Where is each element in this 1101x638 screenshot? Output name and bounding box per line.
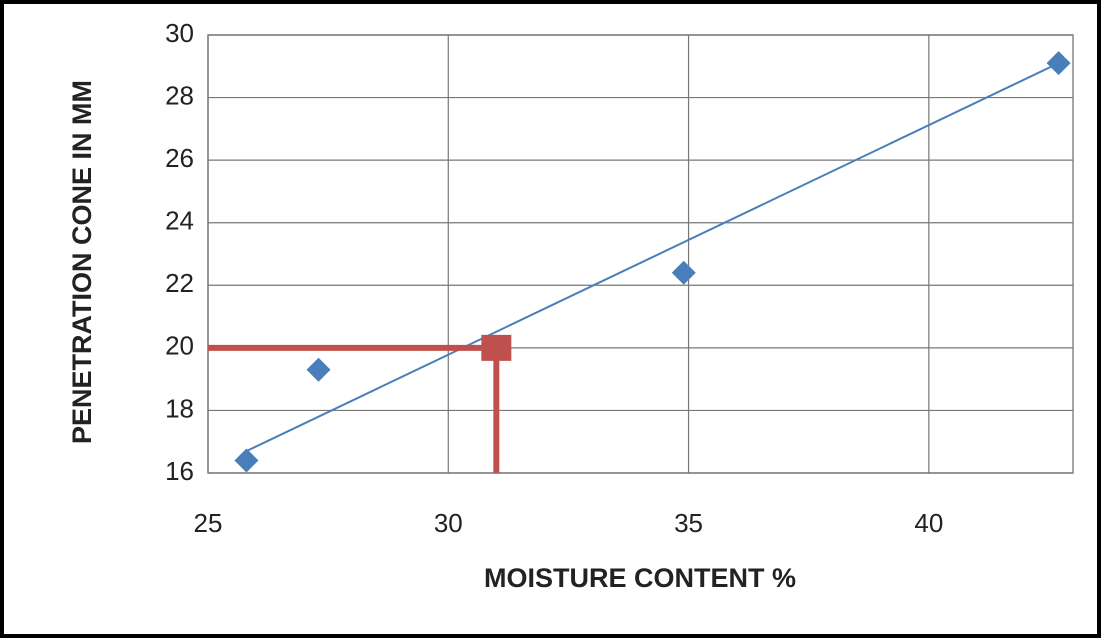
trendline [246, 62, 1060, 453]
data-point [1046, 51, 1071, 76]
y-tick-label: 20 [165, 331, 194, 361]
y-tick-label: 22 [165, 268, 194, 298]
marker-point [481, 334, 512, 361]
x-tick-label: 40 [914, 508, 943, 538]
x-tick-label: 25 [194, 508, 223, 538]
y-tick-label: 28 [165, 80, 194, 110]
y-tick-label: 18 [165, 393, 194, 423]
y-tick-label: 30 [165, 18, 194, 48]
data-point [306, 357, 331, 382]
data-point [671, 260, 696, 285]
y-axis-title: PENETRATION CONE IN MM [67, 80, 97, 444]
y-tick-label: 24 [165, 206, 194, 236]
data-point [234, 448, 259, 473]
x-tick-label: 30 [434, 508, 463, 538]
y-tick-label: 26 [165, 143, 194, 173]
x-tick-label: 35 [674, 508, 703, 538]
x-axis-title: MOISTURE CONTENT % [484, 563, 796, 593]
y-tick-label: 16 [165, 456, 194, 486]
